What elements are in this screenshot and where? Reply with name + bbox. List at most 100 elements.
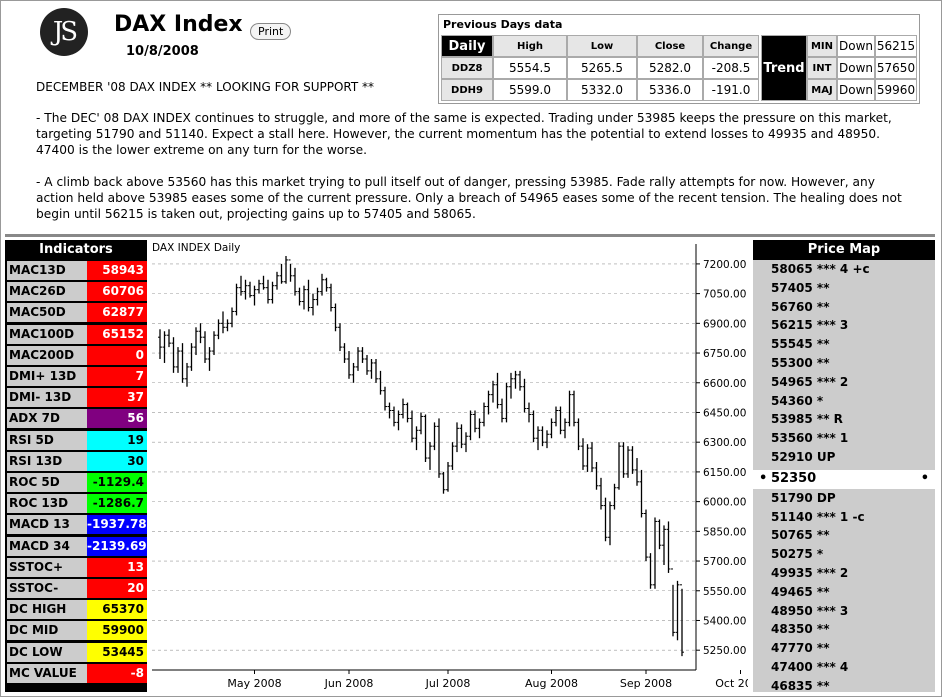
indicator-name: MC VALUE <box>7 663 87 683</box>
previous-days-title: Previous Days data <box>443 18 563 31</box>
price-level: 53560 *** 1 <box>771 431 849 446</box>
x-tick-label: Oct 2008 <box>715 677 748 690</box>
indicator-row: DC HIGH 65370 <box>7 600 147 620</box>
x-tick-label: May 2008 <box>227 677 281 690</box>
current-marker: • <box>759 470 768 486</box>
y-tick-label: 5550.00 <box>703 586 746 598</box>
indicator-row: MC VALUE -8 <box>7 663 147 683</box>
y-tick-label: 5700.00 <box>703 556 746 568</box>
price-level: 47770 ** <box>771 641 830 656</box>
indicator-row: MAC50D 62877 <box>7 303 147 323</box>
table-cell: -191.0 <box>703 79 759 101</box>
price-level: 54965 *** 2 <box>771 374 849 389</box>
y-tick-label: 6300.00 <box>703 437 746 449</box>
price-level: 46835 ** <box>771 678 830 693</box>
indicator-row: MAC200D 0 <box>7 345 147 365</box>
logo: JS <box>40 8 88 56</box>
indicator-name: MAC50D <box>7 303 87 323</box>
trend-term: MAJ <box>807 79 837 101</box>
price-level: 49465 ** <box>771 584 830 599</box>
y-tick-label: 5400.00 <box>703 615 746 627</box>
y-tick-label: 5250.00 <box>703 645 746 657</box>
x-tick-label: Jul 2008 <box>425 677 471 690</box>
indicator-value: 19 <box>87 430 147 450</box>
y-tick-label: 6600.00 <box>703 378 746 390</box>
indicator-name: SSTOC- <box>7 579 87 598</box>
trend-level: 59960 <box>875 79 917 101</box>
row-contract: DDZ8 <box>441 57 493 79</box>
price-level: 48350 ** <box>771 622 830 637</box>
table-cell: 5282.0 <box>637 57 703 79</box>
indicator-value: 20 <box>87 579 147 598</box>
indicator-name: ROC 5D <box>7 473 87 492</box>
price-level: 58065 *** 4 +c <box>771 262 870 276</box>
indicator-value: -8 <box>87 663 147 683</box>
y-tick-label: 7200.00 <box>703 259 746 271</box>
price-level: 54360 * <box>771 393 824 408</box>
indicator-value: 65152 <box>87 324 147 344</box>
indicator-name: MACD 34 <box>7 536 87 556</box>
indicator-value: 13 <box>87 557 147 577</box>
indicator-row: SSTOC- 20 <box>7 579 147 598</box>
chart-svg: 7200.00 7050.00 6900.00 6750.00 6600.00 6450.… <box>152 242 766 690</box>
indicator-name: ROC 13D <box>7 494 87 514</box>
current-price-row: • 52350 • <box>753 469 935 489</box>
indicator-name: MAC200D <box>7 345 87 365</box>
price-level: 57405 ** <box>771 280 830 295</box>
x-tick-label: Jun 2008 <box>324 677 374 690</box>
price-level: 55300 ** <box>771 356 830 370</box>
price-level: 49935 *** 2 <box>771 566 849 580</box>
indicator-name: DMI+ 13D <box>7 367 87 386</box>
price-level: 50765 ** <box>771 528 830 543</box>
y-tick-label: 7050.00 <box>703 289 746 301</box>
price-map-title: Price Map <box>753 240 935 260</box>
indicator-value: 37 <box>87 388 147 408</box>
indicator-row: SSTOC+ 13 <box>7 557 147 577</box>
trend-direction: Down <box>837 35 875 57</box>
indicators-title: Indicators <box>39 242 113 257</box>
price-level: 56760 ** <box>771 299 830 314</box>
row-contract: DDH9 <box>441 79 493 101</box>
col-low-header: Low <box>567 35 637 57</box>
headline: DECEMBER '08 DAX INDEX ** LOOKING FOR SU… <box>36 80 375 94</box>
print-button[interactable]: Print <box>250 23 292 40</box>
indicator-value: 0 <box>87 345 147 365</box>
trend-term: INT <box>807 57 837 79</box>
indicator-row: DMI+ 13D 7 <box>7 367 147 386</box>
indicator-value: 65370 <box>87 600 147 620</box>
indicator-name: MAC13D <box>7 261 87 280</box>
indicator-row: MAC13D 58943 <box>7 261 147 280</box>
indicators-panel: Indicators MAC13D 58943 MAC26D 60706 MAC50D 6… <box>5 240 147 692</box>
indicator-value: 30 <box>87 451 147 471</box>
indicator-value: 7 <box>87 367 147 386</box>
price-level: 52910 UP <box>771 450 836 464</box>
commentary-paragraph-2: - A climb back above 53560 has this mark… <box>36 175 902 221</box>
plot-area <box>152 254 696 670</box>
indicator-name: ADX 7D <box>7 409 87 429</box>
trend-level: 57650 <box>875 57 917 79</box>
table-cell: 5554.5 <box>493 57 567 79</box>
previous-days-table: Previous Days data Daily High Low Close … <box>438 14 920 104</box>
indicator-row: MAC26D 60706 <box>7 282 147 302</box>
price-level: 55545 ** <box>771 337 830 352</box>
indicator-name: DMI- 13D <box>7 388 87 408</box>
price-level: 50275 * <box>771 547 824 562</box>
indicator-name: SSTOC+ <box>7 557 87 577</box>
indicator-row: DC LOW 53445 <box>7 642 147 662</box>
indicator-row: DMI- 13D 37 <box>7 388 147 408</box>
table-cell: -208.5 <box>703 57 759 79</box>
y-tick-label: 5850.00 <box>703 526 746 538</box>
current-marker: • <box>920 470 929 486</box>
indicator-value: -1286.7 <box>87 494 147 514</box>
trend-level: 56215 <box>875 35 917 57</box>
y-tick-label: 6150.00 <box>703 467 746 479</box>
col-close-header: Close <box>637 35 703 57</box>
commentary-paragraph-1: - The DEC' 08 DAX INDEX continues to str… <box>36 111 892 157</box>
indicator-row: RSI 13D 30 <box>7 451 147 471</box>
indicator-name: MAC100D <box>7 324 87 344</box>
table-cell: 5265.5 <box>567 57 637 79</box>
section-divider <box>5 234 935 237</box>
price-level: 51790 DP <box>771 490 836 505</box>
y-tick-label: 6450.00 <box>703 407 746 419</box>
indicator-name: DC HIGH <box>7 600 87 620</box>
